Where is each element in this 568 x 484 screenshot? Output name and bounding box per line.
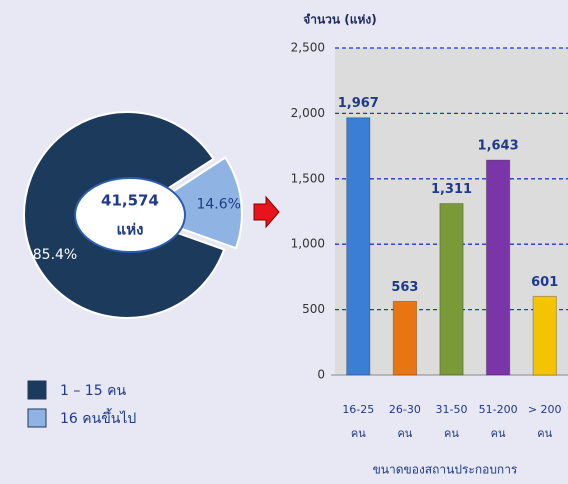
bar — [485, 159, 511, 376]
center-value: 41,574 — [101, 192, 159, 210]
x-tick-label: 16-25 — [342, 403, 374, 416]
x-axis-title: ขนาดของสถานประกอบการ — [373, 463, 518, 477]
value-label: 1,967 — [338, 96, 379, 111]
center-label-bg — [74, 177, 186, 253]
legend-swatch — [27, 408, 47, 428]
x-tick-label: 51-200 — [479, 403, 518, 416]
y-tick-label: 1,000 — [291, 237, 325, 251]
legend-swatch — [27, 380, 47, 400]
legend-label: 1 – 15 คน — [60, 383, 126, 399]
y-tick-label: 2,500 — [291, 41, 325, 55]
x-tick-label: คน — [351, 427, 366, 440]
x-tick-label: คน — [491, 427, 506, 440]
arrow — [253, 195, 280, 229]
y-tick-label: 500 — [302, 302, 325, 316]
value-label: 563 — [391, 280, 418, 295]
bar — [392, 300, 418, 376]
x-tick-label: 26-30 — [389, 403, 421, 416]
bar — [439, 203, 464, 376]
x-tick-label: คน — [444, 427, 459, 440]
y-tick-label: 0 — [317, 368, 325, 382]
pie-slice — [136, 156, 243, 250]
value-label: 1,643 — [478, 139, 519, 154]
legend-label: 16 คนขึ้นไป — [60, 408, 136, 427]
x-tick-label: > 200 — [528, 403, 562, 416]
x-tick-label: คน — [537, 427, 552, 440]
y-tick-label: 2,000 — [291, 106, 325, 120]
y-axis-title: จำนวน (แห่ง) — [303, 13, 377, 27]
slice-label: 14.6% — [196, 196, 240, 212]
bar — [346, 117, 371, 376]
slice-label: 85.4% — [33, 247, 77, 263]
y-tick-label: 1,500 — [291, 171, 325, 185]
center-unit: แห่ง — [117, 221, 144, 239]
x-tick-label: 31-50 — [436, 403, 468, 416]
x-tick-label: คน — [397, 427, 412, 440]
bar — [532, 295, 557, 376]
value-label: 601 — [531, 275, 558, 290]
value-label: 1,311 — [431, 182, 472, 197]
